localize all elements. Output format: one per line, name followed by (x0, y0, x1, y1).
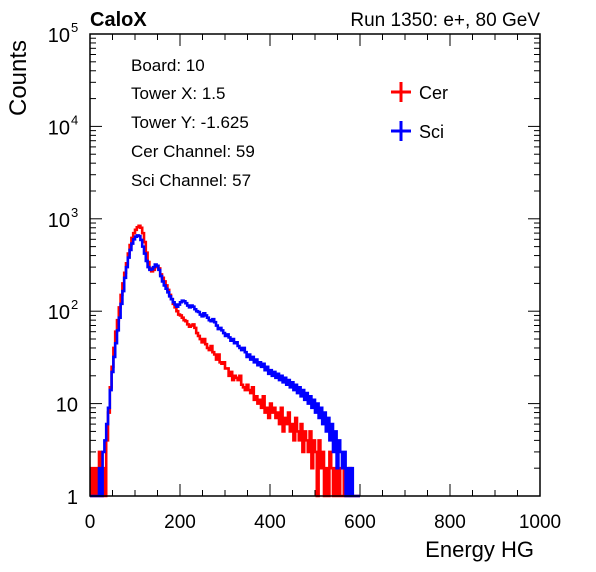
info-tower-x: Tower X: 1.5 (131, 84, 226, 103)
plot-frame (89, 33, 541, 497)
run-info-label: Run 1350: e+, 80 GeV (350, 10, 540, 31)
info-cer-channel: Cer Channel: 59 (131, 142, 255, 161)
y-tick-label: 1 (67, 487, 78, 509)
x-tick-label: 800 (434, 512, 466, 533)
x-tick-label: 400 (254, 512, 286, 533)
y-tick-label: 10 (48, 117, 70, 139)
x-axis-ticks: 0 200 400 600 800 1000 (85, 34, 561, 533)
x-tick-label: 600 (344, 512, 376, 533)
series-layer (90, 224, 360, 498)
info-sci-channel: Sci Channel: 57 (131, 171, 251, 190)
legend: Cer Sci (391, 82, 448, 142)
info-box: Board: 10 Tower X: 1.5 Tower Y: -1.625 C… (131, 56, 255, 190)
y-tick-exponent: 2 (71, 297, 78, 312)
y-tick-exponent: 5 (71, 20, 78, 35)
y-tick-label: 10 (48, 210, 70, 232)
x-tick-label: 1000 (519, 512, 561, 533)
legend-item-cer: Cer (391, 82, 448, 103)
info-tower-y: Tower Y: -1.625 (131, 113, 249, 132)
y-axis-label: Counts (5, 40, 32, 116)
y-tick-label: 10 (56, 395, 78, 417)
x-tick-label: 0 (85, 512, 96, 533)
legend-sci-label: Sci (419, 122, 444, 142)
legend-cer-label: Cer (419, 83, 448, 103)
y-tick-label: 10 (48, 302, 70, 324)
series-cer-histogram (90, 224, 360, 498)
y-tick-exponent: 3 (71, 205, 78, 220)
info-board: Board: 10 (131, 56, 205, 75)
series-sci-histogram (90, 234, 360, 498)
x-axis-label: Energy HG (425, 537, 534, 562)
y-tick-label: 10 (48, 25, 70, 47)
chart-title: CaloX (90, 9, 147, 31)
legend-item-sci: Sci (391, 121, 444, 142)
x-tick-label: 200 (164, 512, 196, 533)
y-tick-exponent: 4 (71, 112, 78, 127)
